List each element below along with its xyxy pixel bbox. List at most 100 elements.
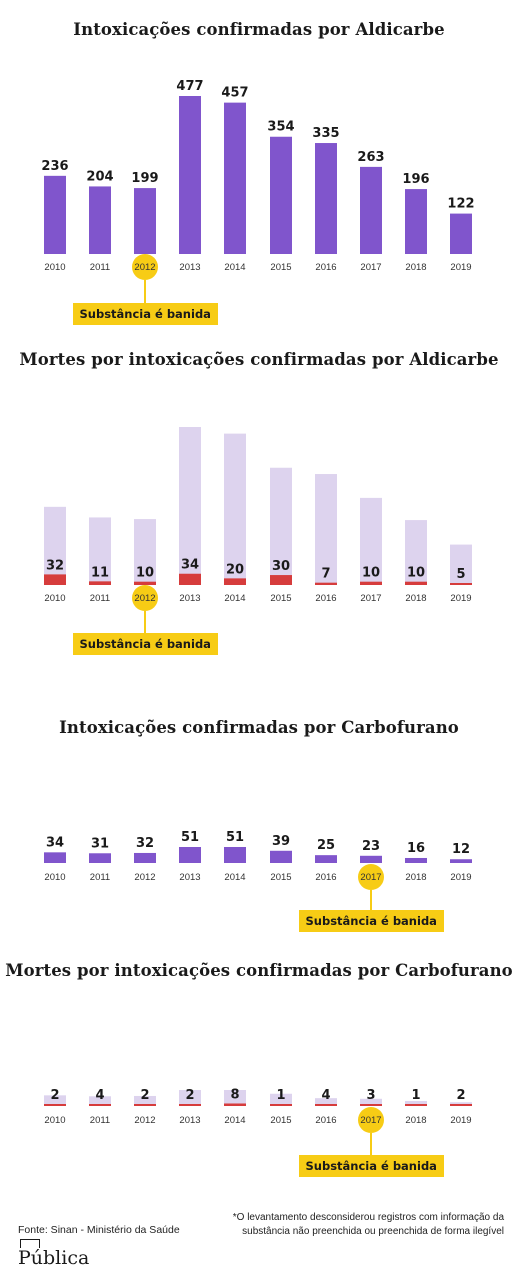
annotation-badge: Substância é banida bbox=[72, 303, 218, 325]
tick-label-2019: 2019 bbox=[450, 872, 471, 883]
value-label-2012: 199 bbox=[131, 171, 158, 186]
tick-label-2010: 2010 bbox=[44, 1115, 65, 1126]
bar-total-2012 bbox=[134, 519, 156, 585]
bar-2015 bbox=[270, 850, 292, 863]
tick-label-2010: 2010 bbox=[44, 262, 65, 273]
tick-label-2011: 2011 bbox=[90, 872, 110, 883]
bar-total-2019 bbox=[450, 544, 472, 585]
bar-2016 bbox=[315, 143, 337, 254]
footnote-line-1: *O levantamento desconsiderou registros … bbox=[232, 1212, 504, 1223]
bar-deaths-2016 bbox=[315, 1104, 337, 1106]
tick-label-2016: 2016 bbox=[315, 1115, 336, 1126]
value-label-2013: 51 bbox=[181, 830, 199, 845]
bar-total-2017 bbox=[360, 497, 382, 585]
tick-label-2018: 2018 bbox=[405, 872, 426, 883]
bar-total-2011 bbox=[89, 517, 111, 585]
tick-label-2013: 2013 bbox=[179, 1115, 200, 1126]
tick-label-2013: 2013 bbox=[179, 872, 200, 883]
tick-label-2018: 2018 bbox=[405, 1115, 426, 1126]
bar-total-2017 bbox=[360, 1098, 382, 1106]
value-label-2014: 8 bbox=[230, 1087, 239, 1102]
value-label-2014: 51 bbox=[226, 830, 244, 845]
value-label-2016: 4 bbox=[321, 1088, 330, 1103]
bar-2010 bbox=[44, 175, 66, 254]
tick-label-2013: 2013 bbox=[179, 262, 200, 273]
tick-label-2010: 2010 bbox=[44, 593, 65, 604]
chart-aldicarbe-mortes: 32 2010 11 2011 10 2012 34 2013 20 2014 30 2015 7 201… bbox=[44, 427, 472, 633]
bar-deaths-2011 bbox=[89, 581, 111, 585]
tick-label-2019: 2019 bbox=[450, 262, 471, 273]
tick-label-2012: 2012 bbox=[134, 593, 155, 604]
bar-2012 bbox=[134, 188, 156, 254]
tick-label-2017: 2017 bbox=[360, 262, 381, 273]
bar-2018 bbox=[405, 857, 427, 863]
value-label-2011: 11 bbox=[91, 565, 109, 580]
bar-deaths-2018 bbox=[405, 581, 427, 585]
bar-2012 bbox=[134, 852, 156, 863]
tick-label-2016: 2016 bbox=[315, 872, 336, 883]
bar-total-2013 bbox=[179, 427, 201, 585]
highlight-circle bbox=[358, 864, 384, 890]
value-label-2019: 2 bbox=[456, 1088, 465, 1103]
bar-deaths-2012 bbox=[134, 1104, 156, 1106]
tick-label-2017: 2017 bbox=[360, 593, 381, 604]
bar-2011 bbox=[89, 186, 111, 254]
value-label-2015: 1 bbox=[276, 1088, 285, 1103]
bar-2018 bbox=[405, 189, 427, 254]
tick-label-2019: 2019 bbox=[450, 593, 471, 604]
bar-2017 bbox=[360, 855, 382, 863]
tick-label-2015: 2015 bbox=[270, 593, 291, 604]
bar-deaths-2017 bbox=[360, 581, 382, 585]
value-label-2013: 2 bbox=[185, 1088, 194, 1103]
value-label-2011: 204 bbox=[86, 169, 113, 184]
bar-total-2010 bbox=[44, 1095, 66, 1106]
footnote: *O levantamento desconsiderou registros … bbox=[214, 1211, 504, 1239]
chart-carbofurano-mortes: 2 2010 4 2011 2 2012 2 2013 8 2014 1 2015 4 2016 3 2017… bbox=[44, 1087, 472, 1155]
bar-deaths-2013 bbox=[179, 573, 201, 585]
bar-total-2018 bbox=[405, 1100, 427, 1106]
chart-title-aldicarbe-intoxicacoes: Intoxicações confirmadas por Aldicarbe bbox=[73, 20, 445, 39]
value-label-2019: 122 bbox=[447, 197, 474, 212]
value-label-2017: 3 bbox=[366, 1088, 375, 1103]
bar-deaths-2010 bbox=[44, 1104, 66, 1106]
value-label-2018: 196 bbox=[402, 172, 429, 187]
tick-label-2010: 2010 bbox=[44, 872, 65, 883]
bar-total-2010 bbox=[44, 506, 66, 585]
bar-total-2011 bbox=[89, 1096, 111, 1106]
value-label-2012: 32 bbox=[136, 836, 154, 851]
tick-label-2014: 2014 bbox=[224, 262, 245, 273]
bar-total-2013 bbox=[179, 1090, 201, 1106]
tick-label-2011: 2011 bbox=[90, 593, 110, 604]
value-label-2010: 34 bbox=[46, 835, 64, 850]
logo-mark bbox=[20, 1239, 40, 1248]
chart-title-carbofurano-mortes: Mortes por intoxicações confirmadas por … bbox=[5, 961, 513, 980]
tick-label-2012: 2012 bbox=[134, 1115, 155, 1126]
bar-deaths-2010 bbox=[44, 574, 66, 585]
bar-total-2014 bbox=[224, 1090, 246, 1106]
value-label-2012: 2 bbox=[140, 1088, 149, 1103]
bar-deaths-2019 bbox=[450, 583, 472, 585]
bar-deaths-2014 bbox=[224, 1103, 246, 1106]
chart-title-carbofurano-intoxicacoes: Intoxicações confirmadas por Carbofurano bbox=[59, 718, 459, 737]
bar-deaths-2012 bbox=[134, 581, 156, 585]
tick-label-2015: 2015 bbox=[270, 262, 291, 273]
value-label-2010: 236 bbox=[41, 159, 68, 174]
source-note: Fonte: Sinan - Ministério da Saúde bbox=[18, 1224, 180, 1236]
tick-label-2013: 2013 bbox=[179, 593, 200, 604]
tick-label-2017: 2017 bbox=[360, 1115, 381, 1126]
bar-2011 bbox=[89, 853, 111, 863]
bar-deaths-2016 bbox=[315, 582, 337, 585]
bar-total-2012 bbox=[134, 1095, 156, 1106]
bar-2010 bbox=[44, 852, 66, 863]
value-label-2017: 23 bbox=[362, 839, 380, 854]
bar-2015 bbox=[270, 136, 292, 254]
tick-label-2014: 2014 bbox=[224, 1115, 245, 1126]
logo-text: Pública bbox=[18, 1247, 90, 1269]
value-label-2013: 477 bbox=[176, 79, 203, 94]
tick-label-2018: 2018 bbox=[405, 262, 426, 273]
tick-label-2016: 2016 bbox=[315, 262, 336, 273]
tick-label-2011: 2011 bbox=[90, 262, 110, 273]
publica-logo: Pública bbox=[18, 1239, 90, 1269]
value-label-2019: 5 bbox=[456, 567, 465, 582]
bar-2013 bbox=[179, 96, 201, 254]
